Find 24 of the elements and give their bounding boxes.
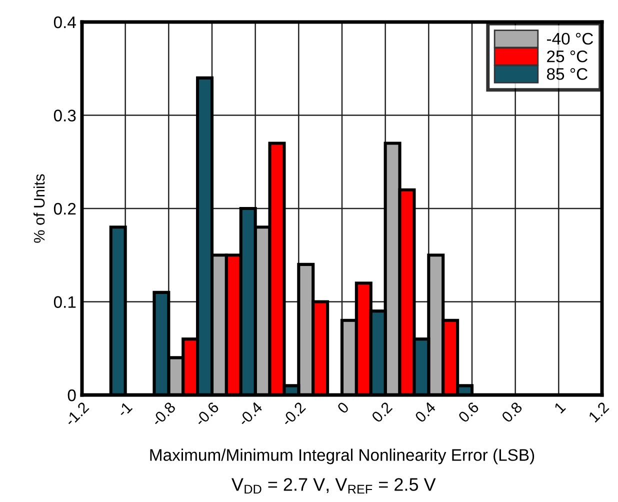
x-tick-label: -1.2: [64, 401, 90, 427]
x-tick-label: 1: [554, 401, 566, 414]
x-tick-label: -0.6: [194, 401, 220, 427]
x-tick-label: -0.2: [280, 401, 306, 427]
legend-label: 85 °C: [546, 68, 588, 80]
y-tick-label: 0.3: [54, 110, 76, 122]
x-tick-label: -0.4: [237, 401, 263, 427]
x-axis-title: Maximum/Minimum Integral Nonlinearity Error (LSB): [150, 448, 534, 464]
x-tick-label: 0.6: [458, 401, 480, 424]
legend-label: 25 °C: [547, 50, 588, 62]
y-axis-title: % of Units: [33, 174, 45, 243]
text: V$_{DD}$ = 2.7 V, V$_{REF}$ = 2.5 V: [232, 478, 436, 494]
x-tick-label: 0.8: [501, 401, 523, 424]
legend-label: -40 °C: [546, 32, 594, 45]
y-tick-label: 0: [68, 389, 76, 402]
x-tick-label: 1.2: [588, 401, 610, 423]
x-tick-label: 0.4: [414, 401, 436, 424]
y-tick-label: 0.1: [54, 296, 76, 308]
x-tick-label: 0: [336, 401, 350, 414]
y-tick-label: 0.4: [54, 16, 76, 28]
x-tick-label: 0.2: [371, 401, 393, 424]
x-tick-label: -0.8: [150, 401, 176, 427]
x-tick-label: -1: [116, 401, 133, 418]
y-tick-label: 0.2: [54, 202, 76, 215]
